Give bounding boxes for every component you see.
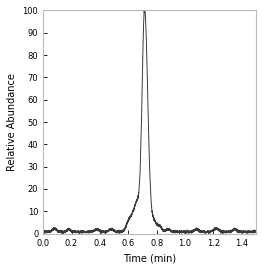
Y-axis label: Relative Abundance: Relative Abundance <box>7 73 17 171</box>
X-axis label: Time (min): Time (min) <box>123 253 176 263</box>
